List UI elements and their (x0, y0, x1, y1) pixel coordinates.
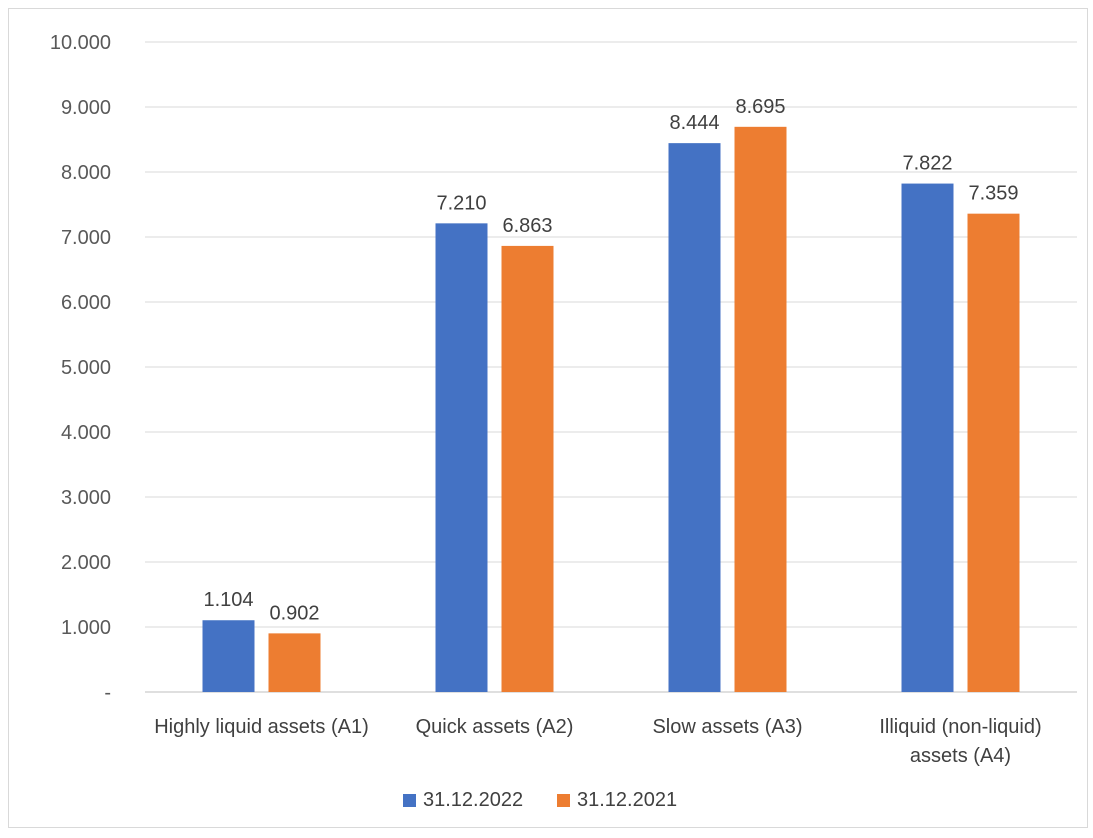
y-tick-label: 4.000 (61, 422, 111, 444)
legend-swatch (557, 794, 570, 807)
x-category-label: assets (A4) (910, 745, 1011, 767)
y-tick-label: 5.000 (61, 357, 111, 379)
data-label: 7.210 (436, 192, 486, 214)
legend-swatch (403, 794, 416, 807)
x-category-label: Quick assets (A2) (416, 716, 574, 738)
bar (202, 620, 255, 692)
y-tick-label: - (104, 682, 111, 704)
y-tick-label: 6.000 (61, 292, 111, 314)
x-category-label: Illiquid (non-liquid) (879, 716, 1041, 738)
y-tick-label: 3.000 (61, 487, 111, 509)
bar (501, 245, 554, 692)
legend-label: 31.12.2021 (577, 789, 677, 811)
y-tick-label: 8.000 (61, 162, 111, 184)
data-label: 0.902 (269, 602, 319, 624)
data-label: 8.695 (735, 96, 785, 118)
x-category-label: Highly liquid assets (A1) (154, 716, 369, 738)
y-tick-label: 10.000 (50, 32, 111, 54)
y-tick-label: 9.000 (61, 97, 111, 119)
data-label: 6.863 (502, 215, 552, 237)
bar (967, 213, 1020, 693)
data-label: 8.444 (669, 112, 719, 134)
bar (435, 223, 488, 692)
bar (901, 183, 954, 692)
bar (668, 143, 721, 692)
data-label: 7.359 (968, 183, 1018, 205)
x-category-label: Slow assets (A3) (652, 716, 802, 738)
data-label: 7.822 (902, 153, 952, 175)
data-label: 1.104 (203, 589, 253, 611)
legend-label: 31.12.2022 (423, 789, 523, 811)
bar (268, 633, 321, 692)
y-tick-label: 7.000 (61, 227, 111, 249)
bar (734, 126, 787, 692)
y-tick-label: 2.000 (61, 552, 111, 574)
y-tick-label: 1.000 (61, 617, 111, 639)
